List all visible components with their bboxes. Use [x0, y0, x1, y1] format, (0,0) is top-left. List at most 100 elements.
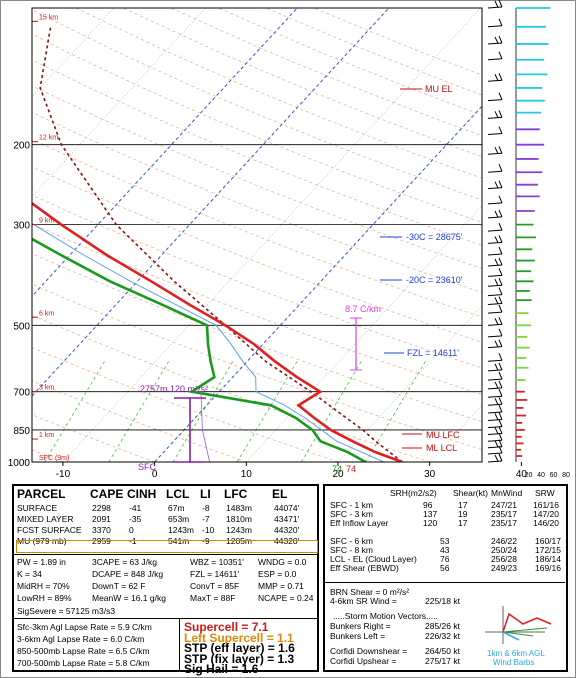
- corfidi-up-value: 275/17 kt: [425, 656, 460, 666]
- wind-barb-16: [487, 257, 503, 267]
- parcel-cell-1-0: MIXED LAYER: [17, 514, 74, 524]
- kin-cell-6-3: 169/16: [535, 563, 561, 573]
- wind-barb-0: [487, 0, 503, 9]
- dry-adiabat: [32, 111, 482, 294]
- kin-cell-2-3: 235/17: [491, 518, 517, 528]
- wind-barb-24: [487, 339, 503, 349]
- wind-barb-11: [487, 195, 503, 205]
- lapse-rate-1: 3-6km Agl Lapse Rate = 6.0 C/km: [17, 634, 145, 644]
- corfidi-up-label: Corfidi Upshear =: [330, 656, 397, 666]
- sig-severe: SigSevere = 57125 m3/s3: [17, 606, 116, 616]
- parcel-cell-3-2: -1: [129, 536, 137, 546]
- sr-wind-label: 4-6km SR Wind =: [330, 596, 397, 606]
- wind-barb-18: [487, 278, 503, 287]
- kin-cell-4-0: SFC - 8 km: [330, 545, 373, 555]
- parcel-cell-2-5: 1243m: [226, 525, 252, 535]
- freezing-isotherm: [154, 105, 482, 462]
- parcel-cell-3-0: MU (979 mb): [17, 536, 67, 546]
- kin-cell-1-3: 235/17: [491, 509, 517, 519]
- dry-adiabat: [32, 223, 482, 395]
- storm-motion-title: .....Storm Motion Vectors.....: [333, 611, 438, 621]
- parcel-cell-1-5: 1810m: [226, 514, 252, 524]
- kin-header-0: SRH(m2/s2): [390, 488, 437, 498]
- wind-barb-25: [487, 353, 503, 362]
- thermo-param-0-2: WBZ = 10351': [190, 557, 244, 567]
- kin-cell-3-0: SFC - 6 km: [330, 536, 373, 546]
- parcel-cell-3-6: 44320': [274, 536, 300, 546]
- wind-barb-29: [487, 389, 503, 398]
- wind-barb-33: [487, 419, 503, 429]
- brn-shear: BRN Shear = 0 m²/s²: [330, 587, 410, 597]
- parcel-header-4: LI: [200, 487, 211, 501]
- mu-highlight: [16, 540, 318, 553]
- wind-barb-14: [487, 235, 503, 244]
- composite-0: Supercell = 7.1: [184, 620, 269, 634]
- parcel-header-1: CAPE: [90, 487, 124, 501]
- dry-adiabat: [32, 138, 482, 318]
- parcel-cell-1-3: 653m: [168, 514, 190, 524]
- dry-adiabat: [170, 8, 482, 137]
- thermo-param-3-1: MeanW = 16.1 g/kg: [92, 593, 166, 603]
- wind-barb-19: [487, 287, 503, 297]
- wind-barb-1: [487, 18, 503, 28]
- height-label-3: 6 km: [39, 310, 54, 317]
- isotherm: [246, 205, 482, 462]
- surface-t-label: 74: [346, 464, 356, 474]
- mixing-ratio-line: [108, 361, 170, 462]
- wind-barb-22: [487, 317, 503, 326]
- wind-barb-5: [487, 92, 503, 102]
- parcel-cell-2-1: 3370: [92, 525, 111, 535]
- kin-cell-1-0: SFC - 3 km: [330, 509, 373, 519]
- thermo-param-2-2: ConvT = 85F: [190, 581, 240, 591]
- temp-tick-label-4: 10: [241, 469, 253, 480]
- ml-lcl-label: ML LCL: [426, 443, 457, 453]
- dewpoint-line: [32, 237, 367, 462]
- fzl-label: FZL = 14611': [407, 348, 459, 358]
- composite-4: Sig Hail = 1.6: [184, 662, 259, 676]
- eff-inflow-label: 2757m 120 m²/s²: [140, 384, 208, 394]
- freezing-isotherm: [32, 8, 390, 397]
- wind-barb-12: [487, 209, 503, 219]
- bunkers-left-value: 226/32 kt: [425, 631, 460, 641]
- dry-adiabat: [32, 283, 482, 451]
- kin-cell-0-0: SFC - 1 km: [330, 500, 373, 510]
- mixing-ratio-line: [44, 361, 105, 462]
- kin-cell-0-2: 17: [458, 500, 468, 510]
- parcel-header-2: CINH: [127, 487, 157, 501]
- thermo-param-2-0: MidRH = 70%: [17, 581, 70, 591]
- wind-barb-6: [487, 110, 503, 119]
- dry-adiabat: [32, 314, 430, 462]
- dry-adiabat: [32, 449, 64, 462]
- bunkers-left-label: Bunkers Left =: [330, 631, 386, 641]
- kin-cell-6-1: 56: [440, 563, 450, 573]
- parcel-header-6: EL: [272, 487, 288, 501]
- dry-adiabat: [32, 253, 482, 423]
- wind-barb-13: [487, 222, 503, 232]
- wind-barb-27: [487, 371, 503, 381]
- temp-tick-label-7: 40: [516, 469, 528, 480]
- thermo-param-0-1: 3CAPE = 63 J/kg: [92, 557, 157, 567]
- parcel-cell-0-4: -8: [202, 503, 210, 513]
- corfidi-down-label: Corfidi Downshear =: [330, 646, 408, 656]
- bunkers-right-value: 285/26 kt: [425, 621, 460, 631]
- dry-adiabat: [32, 194, 482, 369]
- parcel-cell-3-3: 541m: [168, 536, 190, 546]
- mixing-ratio-line: [236, 361, 298, 462]
- kin-cell-3-1: 53: [440, 536, 450, 546]
- kinematics-panel: SRH(m2/s2) Shear(kt) MnWind SRW SFC - 1 km 96…: [323, 484, 568, 672]
- freezing-isotherm: [32, 8, 298, 297]
- pressure-label-850: 850: [13, 426, 30, 437]
- composite-1: Left Supercell = 1.1: [184, 630, 294, 645]
- wind-barb-32: [487, 412, 503, 421]
- parcel-cell-3-4: -9: [202, 536, 210, 546]
- temperature-line: [32, 201, 403, 462]
- parcel-cell-3-5: 1205m: [226, 536, 252, 546]
- thermo-param-3-3: NCAPE = 0.24: [258, 593, 314, 603]
- lapse-rate-2: 850-500mb Lapse Rate = 6.5 C/km: [17, 646, 150, 656]
- wind-barb-10: [487, 180, 503, 190]
- parcel-cell-0-5: 1483m: [226, 503, 252, 513]
- srw-tick-0: 20: [525, 472, 533, 479]
- parcel-cell-1-2: -35: [129, 514, 142, 524]
- kin-cell-2-2: 17: [458, 518, 468, 528]
- kin-cell-5-1: 76: [440, 554, 450, 564]
